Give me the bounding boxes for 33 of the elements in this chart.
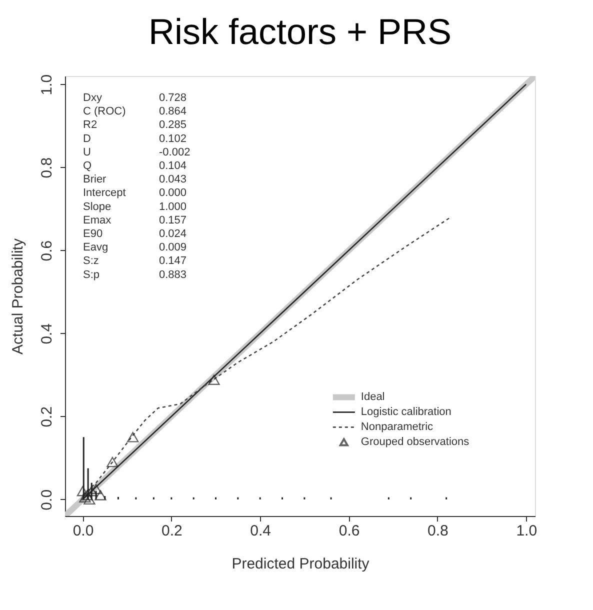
y-tick-label: 0.6 [38, 240, 56, 262]
x-tick-label: 0.0 [72, 522, 94, 540]
x-tick-label: 0.2 [161, 522, 182, 540]
y-tick-label: 0.2 [38, 406, 56, 428]
legend-label: Grouped observations [360, 436, 470, 448]
text: Brier 0.043 [83, 174, 187, 186]
legend-label: Nonparametric [360, 421, 434, 434]
text: S:p 0.883 [83, 268, 187, 281]
x-tick-label: 0.4 [250, 522, 272, 540]
x-tick-label: 0.6 [338, 522, 360, 540]
text: S:z 0.147 [83, 255, 187, 268]
y-tick-label: 1.0 [38, 74, 56, 96]
x-axis-title: Predicted Probability [232, 556, 370, 572]
y-tick-label: 0.0 [38, 489, 56, 510]
text: Slope 1.000 [83, 200, 187, 213]
text: R2 0.285 [83, 119, 187, 132]
text: Intercept 0.000 [83, 187, 187, 200]
chart-title: Risk factors + PRS [148, 10, 452, 52]
y-tick-label: 0.4 [38, 323, 56, 344]
text: D 0.102 [83, 132, 187, 145]
text: E90 0.024 [83, 228, 187, 240]
text: U -0.002 [83, 146, 190, 158]
text: Dxy 0.728 [83, 92, 187, 104]
text: C (ROC) 0.864 [83, 106, 187, 118]
text: Emax 0.157 [83, 214, 187, 226]
text: Eavg 0.009 [83, 242, 187, 254]
text: Q 0.104 [83, 160, 187, 172]
y-axis-title: Actual Probability [10, 238, 26, 354]
x-tick-label: 1.0 [516, 522, 538, 540]
x-tick-label: 0.8 [428, 522, 448, 540]
legend-label: Ideal [360, 391, 385, 404]
y-tick-label: 0.8 [38, 157, 56, 178]
legend-label: Logistic calibration [360, 406, 452, 418]
